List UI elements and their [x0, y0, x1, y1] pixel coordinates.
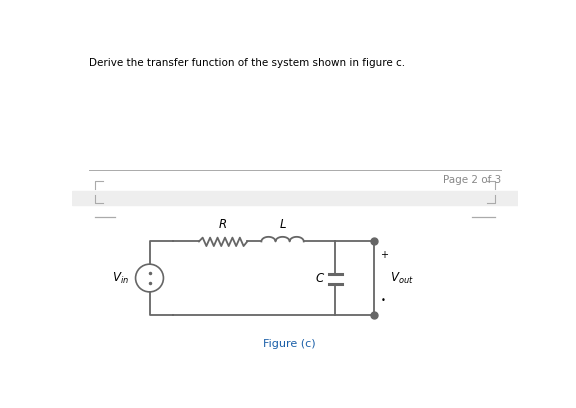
- Bar: [72, 191, 518, 204]
- Text: Derive the transfer function of the system shown in figure c.: Derive the transfer function of the syst…: [89, 58, 405, 68]
- Text: R: R: [219, 218, 227, 231]
- Text: Figure (c): Figure (c): [263, 339, 315, 349]
- Text: L: L: [279, 218, 286, 231]
- Text: +: +: [381, 251, 388, 260]
- Text: Page 2 of 3: Page 2 of 3: [443, 175, 501, 185]
- Text: $V_{out}$: $V_{out}$: [390, 271, 414, 286]
- Text: •: •: [381, 296, 385, 305]
- Text: C: C: [316, 272, 324, 285]
- Text: $V_{in}$: $V_{in}$: [112, 271, 130, 286]
